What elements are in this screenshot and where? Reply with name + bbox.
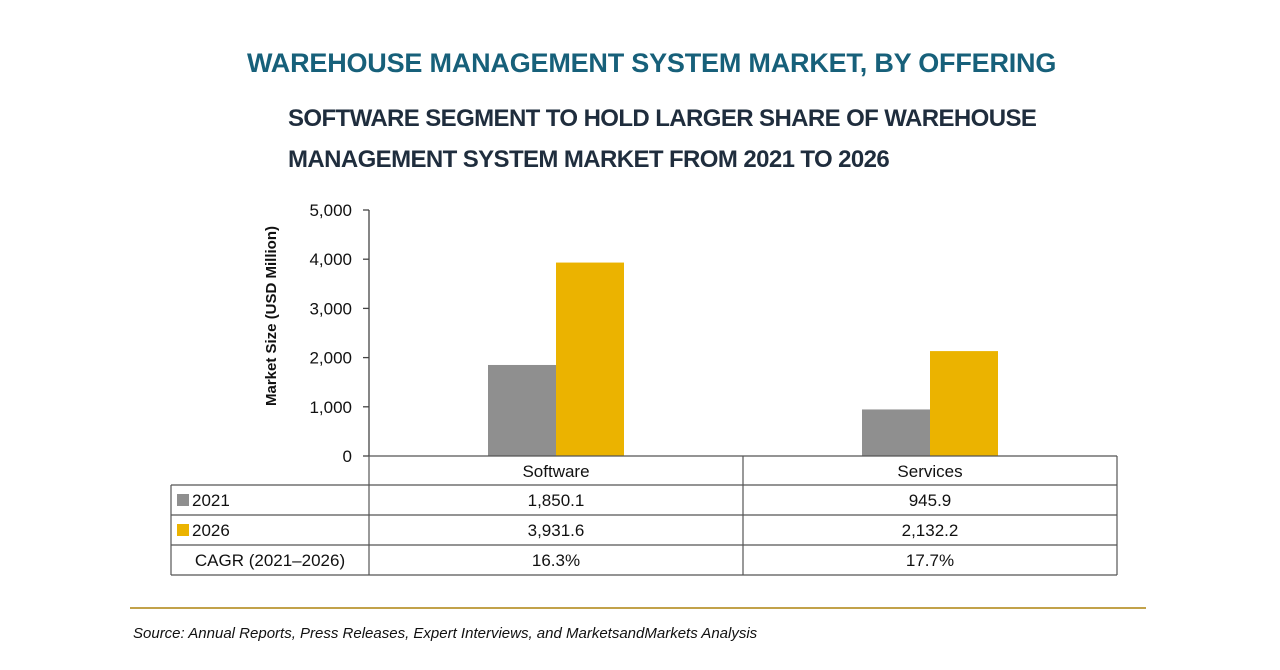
footer-divider <box>130 607 1146 609</box>
legend-swatch-2021 <box>177 494 189 506</box>
bar-services-2021 <box>862 409 930 456</box>
cagr-value: 17.7% <box>906 551 954 570</box>
source-note: Source: Annual Reports, Press Releases, … <box>133 625 758 642</box>
data-label: 2,132.2 <box>902 521 959 540</box>
chart-title: WAREHOUSE MANAGEMENT SYSTEM MARKET, BY O… <box>247 48 1057 78</box>
data-label: 945.9 <box>909 491 952 510</box>
y-tick-label: 0 <box>343 447 352 466</box>
y-tick-label: 1,000 <box>309 398 352 417</box>
bar-services-2026 <box>930 351 998 456</box>
legend-swatch-2026 <box>177 524 189 536</box>
data-label: 3,931.6 <box>528 521 585 540</box>
x-category-label: Services <box>897 462 962 481</box>
bar-software-2026 <box>556 262 624 456</box>
bar-software-2021 <box>488 364 556 456</box>
cagr-value: 16.3% <box>532 551 580 570</box>
data-label: 1,850.1 <box>528 491 585 510</box>
chart-subtitle: SOFTWARE SEGMENT TO HOLD LARGER SHARE OF… <box>288 105 1037 173</box>
y-axis-title: Market Size (USD Million) <box>263 226 280 406</box>
x-category-label: Software <box>522 462 589 481</box>
cagr-row-label: CAGR (2021–2026) <box>195 551 345 570</box>
data-table: Software Services 2021 1,850.1 945.9 2026 3,93… <box>170 455 1118 576</box>
y-tick-label: 5,000 <box>309 201 352 220</box>
y-tick-label: 3,000 <box>309 299 352 318</box>
y-tick-label: 2,000 <box>309 349 352 368</box>
axes: 0 1,000 2,000 3,000 4,000 5,000 Market Size (U… <box>263 201 370 466</box>
bars <box>488 262 998 456</box>
legend-label: 2026 <box>192 521 230 540</box>
legend-label: 2021 <box>192 491 230 510</box>
y-tick-label: 4,000 <box>309 250 352 269</box>
